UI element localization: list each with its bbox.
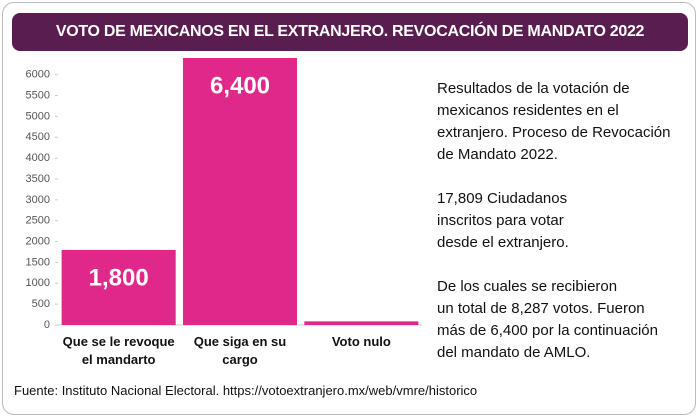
x-tick-label: Que se le revoque el mandarto — [62, 334, 175, 367]
y-tick-label: 4500 — [26, 131, 50, 143]
annotation-line: De los cuales se recibieron — [437, 278, 618, 295]
annotation-line: de Mandato 2022. — [437, 146, 558, 163]
annotation-line: un total de 8,287 votos. Fueron — [437, 300, 645, 317]
annotations: Resultados de la votación de mexicanos re… — [437, 78, 697, 386]
annotation-line: Resultados de la votación de — [437, 80, 630, 97]
annotation-line: 17,809 Ciudadanos — [437, 190, 568, 207]
y-tick-label: 1500 — [26, 256, 50, 268]
y-tick-label: 3000 — [26, 194, 50, 206]
x-tick-label: Que siga en su cargo — [193, 334, 287, 367]
y-tick-label: 6000 — [26, 69, 50, 81]
y-tick-label: 3500 — [26, 173, 50, 185]
annotation: Resultados de la votación de mexicanos re… — [437, 78, 697, 166]
frame — [2, 2, 696, 415]
y-tick-label: 2000 — [26, 235, 50, 247]
value-label: 1,800 — [89, 264, 149, 291]
bar — [182, 58, 298, 325]
y-tick-label: 5000 — [26, 110, 50, 122]
annotation-line: del mandato de AMLO. — [437, 344, 591, 361]
x-tick-label: Voto nulo — [331, 334, 391, 349]
y-tick-label: 4000 — [26, 152, 50, 164]
bar — [61, 249, 176, 325]
y-tick-label: 5500 — [26, 89, 50, 101]
annotation-line: mexicanos residentes en el — [437, 102, 619, 119]
annotation-line: desde el extranjero. — [437, 234, 569, 251]
annotation: 17,809 Ciudadanos inscritos para votar des… — [437, 188, 697, 254]
annotation: De los cuales se recibieron un total de 8… — [437, 276, 697, 364]
source: Fuente: Instituto Nacional Electoral. ht… — [14, 383, 478, 398]
value-label: 6,400 — [210, 72, 270, 99]
bar — [304, 321, 419, 325]
y-tick-label: 1000 — [26, 277, 50, 289]
annotation-line: extranjero. Proceso de Revocación — [437, 124, 671, 141]
y-tick-label: 0 — [44, 319, 50, 331]
y-tick-label: 2500 — [26, 215, 50, 227]
annotation-line: inscritos para votar — [437, 212, 564, 229]
annotation-line: más de 6,400 por la continuación — [437, 322, 658, 339]
y-tick-label: 500 — [32, 298, 50, 310]
chart-title: VOTO DE MEXICANOS EN EL EXTRANJERO. REVO… — [12, 13, 688, 51]
